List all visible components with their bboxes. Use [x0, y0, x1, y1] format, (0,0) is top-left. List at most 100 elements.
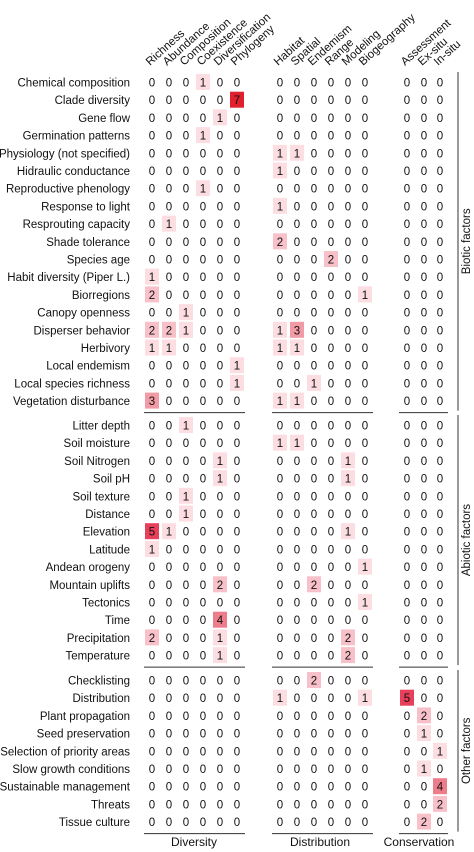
cell-value: 0: [217, 166, 223, 178]
cell-value: 0: [183, 184, 189, 196]
cell-value: 0: [149, 817, 155, 829]
cell-value: 0: [166, 95, 172, 107]
cell-value: 1: [200, 184, 206, 196]
row-label: Checklisting: [68, 676, 130, 688]
cell-value: 0: [277, 527, 283, 539]
cell-value: 0: [328, 396, 334, 408]
heat-cell: [273, 144, 287, 161]
heat-cell: [273, 339, 287, 356]
cell-value: 0: [421, 438, 427, 450]
cell-value: 0: [277, 474, 283, 486]
cell-value: 0: [311, 237, 317, 249]
cell-value: 0: [166, 148, 172, 160]
heat-cell: [290, 144, 304, 161]
cell-value: 0: [149, 184, 155, 196]
cell-value: 0: [421, 272, 427, 284]
section-label: Abiotic factors: [461, 504, 473, 576]
cell-value: 0: [217, 509, 223, 521]
cell-value: 0: [200, 527, 206, 539]
row-label: Local endemism: [46, 361, 130, 373]
cell-value: 0: [234, 272, 240, 284]
cell-value: 0: [345, 290, 351, 302]
cell-value: 0: [166, 184, 172, 196]
cell-value: 0: [328, 308, 334, 320]
cell-value: 0: [362, 782, 368, 794]
cell-value: 0: [294, 764, 300, 776]
cell-value: 1: [234, 361, 240, 373]
cell-value: 0: [166, 255, 172, 267]
cell-value: 0: [183, 456, 189, 468]
cell-value: 0: [404, 361, 410, 373]
cell-value: 0: [183, 746, 189, 758]
cell-value: 4: [437, 782, 444, 794]
cell-value: 0: [404, 95, 410, 107]
cell-value: 1: [362, 693, 368, 705]
heat-cell: [400, 689, 414, 706]
cell-value: 0: [421, 562, 427, 574]
cell-value: 0: [311, 509, 317, 521]
cell-value: 0: [277, 615, 283, 627]
heat-cell: [179, 487, 193, 504]
cell-value: 0: [437, 456, 443, 468]
row-label: Soil pH: [93, 474, 130, 486]
cell-value: 0: [183, 78, 189, 90]
cell-value: 0: [421, 396, 427, 408]
cell-value: 0: [294, 746, 300, 758]
cell-value: 0: [183, 544, 189, 556]
cell-value: 0: [149, 598, 155, 610]
cell-value: 0: [328, 817, 334, 829]
cell-value: 0: [311, 764, 317, 776]
cell-value: 0: [183, 562, 189, 574]
cell-value: 0: [362, 361, 368, 373]
cell-value: 0: [149, 729, 155, 741]
cell-value: 0: [328, 325, 334, 337]
cell-value: 0: [345, 799, 351, 811]
cell-value: 0: [328, 361, 334, 373]
cell-value: 0: [362, 184, 368, 196]
cell-value: 1: [311, 378, 317, 390]
cell-value: 0: [234, 456, 240, 468]
cell-value: 0: [362, 325, 368, 337]
row-label: Threats: [91, 799, 130, 811]
cell-value: 0: [277, 764, 283, 776]
cell-value: 0: [217, 95, 223, 107]
heat-cell: [213, 647, 227, 664]
cell-value: 0: [362, 308, 368, 320]
heat-cell: [213, 452, 227, 469]
heat-cell: [179, 304, 193, 321]
cell-value: 0: [345, 693, 351, 705]
cell-value: 0: [421, 378, 427, 390]
cell-value: 0: [217, 438, 223, 450]
cell-value: 0: [149, 421, 155, 433]
cell-value: 0: [345, 95, 351, 107]
cell-value: 0: [311, 491, 317, 503]
row-label: Germination patterns: [23, 131, 131, 143]
cell-value: 0: [421, 491, 427, 503]
cell-value: 0: [217, 361, 223, 373]
cell-value: 1: [277, 325, 283, 337]
cell-value: 0: [294, 237, 300, 249]
heat-cell: [213, 629, 227, 646]
heat-cell: [341, 629, 355, 646]
cell-value: 1: [345, 527, 351, 539]
cell-value: 0: [200, 491, 206, 503]
row-label: Soil Nitrogen: [64, 456, 130, 468]
cell-value: 1: [277, 166, 283, 178]
cell-value: 0: [149, 361, 155, 373]
cell-value: 0: [345, 166, 351, 178]
cell-value: 0: [294, 729, 300, 741]
cell-value: 0: [234, 633, 240, 645]
row-label: Elevation: [83, 527, 130, 539]
heat-cell: [162, 523, 176, 540]
cell-value: 0: [294, 580, 300, 592]
cell-value: 0: [421, 676, 427, 688]
cell-value: 0: [362, 746, 368, 758]
cell-value: 0: [362, 95, 368, 107]
heat-cell: [290, 339, 304, 356]
cell-value: 0: [200, 456, 206, 468]
cell-value: 0: [183, 633, 189, 645]
cell-value: 0: [217, 562, 223, 574]
cell-value: 2: [328, 255, 334, 267]
cell-value: 0: [421, 184, 427, 196]
